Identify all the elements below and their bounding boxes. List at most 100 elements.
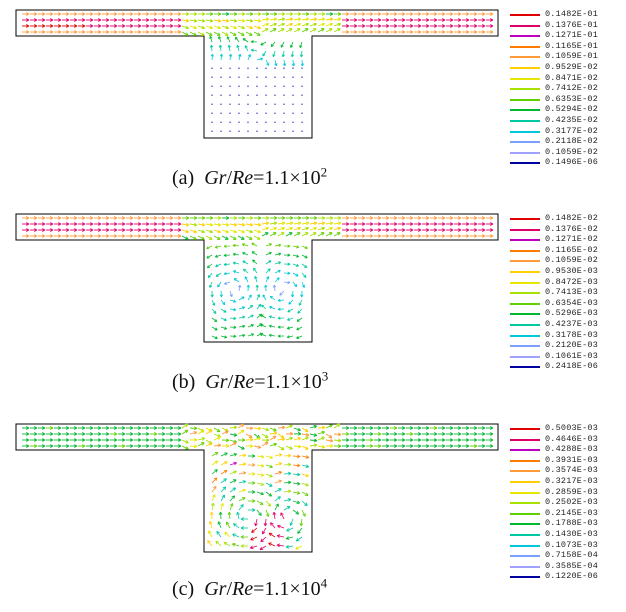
velocity-vector [229,76,231,78]
velocity-vector [244,276,249,283]
velocity-vector [189,25,197,30]
velocity-vector [317,221,326,226]
velocity-vector [342,426,350,430]
velocity-vector [261,441,269,447]
velocity-vector [238,130,240,132]
velocity-vector [213,443,222,448]
velocity-vector [102,234,110,238]
velocity-vector [166,438,174,442]
velocity-vector [342,438,350,442]
velocity-vector [247,94,249,96]
velocity-vector [229,299,237,303]
velocity-vector [229,121,231,123]
velocity-vector [301,263,308,268]
velocity-vector [309,22,317,27]
velocity-vector [422,432,430,436]
legend-value: 0.2418E-06 [545,361,599,372]
velocity-vector [287,308,294,313]
velocity-vector [242,251,249,256]
caption-eq: =1.1×10 [254,371,322,393]
velocity-vector [198,216,206,220]
velocity-vector [265,268,271,274]
velocity-vector [290,50,295,58]
velocity-vector [245,229,253,234]
velocity-vector [438,234,446,238]
velocity-vector [102,444,110,448]
velocity-vector [86,432,94,436]
velocity-vector [265,464,273,469]
velocity-vector [242,243,249,247]
velocity-vector [38,222,46,226]
velocity-vector [446,228,454,232]
velocity-vector [174,234,182,238]
velocity-vector [265,130,267,132]
velocity-vector [205,222,214,227]
velocity-vector [211,85,213,87]
velocity-vector [217,521,222,529]
legend-entry: 0.1061E-03 [510,351,622,362]
legend-swatch [510,449,540,452]
velocity-vector [301,509,306,517]
velocity-vector [22,444,30,448]
velocity-vector [94,438,102,442]
velocity-vector [382,24,390,28]
velocity-vector [462,234,470,238]
velocity-vector [283,280,291,285]
velocity-vector [253,267,258,274]
velocity-vector [46,228,54,232]
velocity-vector [166,12,174,16]
velocity-vector [265,67,267,69]
velocity-vector [430,222,438,226]
legend-value: 0.1073E-03 [545,539,599,550]
velocity-vector [256,94,258,96]
velocity-vector [229,307,237,312]
legend-swatch [510,45,540,48]
velocity-vector [285,424,293,429]
velocity-vector [102,12,110,16]
velocity-vector [283,453,292,458]
velocity-vector [110,228,118,232]
velocity-vector [292,263,299,267]
velocity-vector [220,502,224,511]
velocity-vector [301,464,310,468]
velocity-vector [86,30,94,34]
velocity-vector [293,221,302,226]
velocity-vector [462,222,470,226]
legend-swatch [510,481,540,483]
velocity-vector [215,540,222,547]
velocity-vector [446,18,454,22]
velocity-vector [158,216,166,220]
velocity-vector [438,228,446,232]
velocity-vector [268,315,276,319]
velocity-vector [326,216,334,220]
velocity-vector [283,67,285,69]
legend-swatch [510,281,540,284]
velocity-vector [229,67,231,69]
velocity-vector [261,221,270,226]
velocity-vector [333,17,342,22]
velocity-vector [126,426,134,430]
velocity-vector [235,36,240,43]
caption-label: (a) [172,167,195,189]
velocity-vector [62,432,70,436]
velocity-vector [274,130,276,132]
velocity-vector [22,222,30,226]
velocity-vector [398,12,406,16]
velocity-vector [390,222,398,226]
velocity-vector [414,18,422,22]
velocity-vector [247,103,249,105]
velocity-vector [309,433,318,437]
velocity-vector [221,25,229,30]
velocity-vector [94,432,102,436]
legend-value: 0.3574E-03 [545,465,599,476]
velocity-vector [265,59,270,66]
velocity-vector [223,541,231,547]
velocity-vector [232,261,240,265]
velocity-vector [243,268,249,274]
velocity-vector [70,438,78,442]
velocity-vector [406,12,414,16]
velocity-vector [211,94,213,96]
velocity-vector [38,432,46,436]
velocity-vector [237,429,245,435]
velocity-vector [292,67,294,69]
